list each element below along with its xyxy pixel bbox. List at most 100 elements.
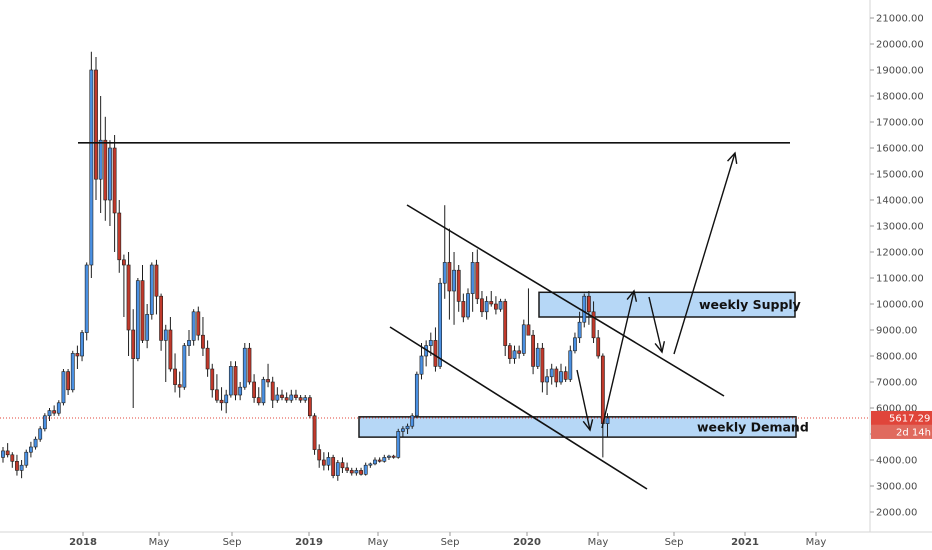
countdown-tag xyxy=(871,424,932,439)
y-tick-label: 14000.00 xyxy=(876,196,924,207)
candle-body xyxy=(159,295,164,341)
x-tick-label: May xyxy=(588,537,609,548)
y-tick-label: 10000.00 xyxy=(876,300,924,311)
candle-body xyxy=(135,280,140,359)
candle-body xyxy=(512,350,517,359)
candle-body xyxy=(586,295,591,313)
channel-lower-line xyxy=(389,326,648,490)
arrow-down-to-demand-head xyxy=(582,419,594,432)
candle-body xyxy=(400,428,405,432)
x-tick-label: May xyxy=(806,537,827,548)
candle-body xyxy=(261,379,266,404)
zones xyxy=(358,291,797,438)
current-price-text: 5617.29 xyxy=(889,413,930,424)
zone-box xyxy=(538,291,796,318)
zone-label: weekly Supply xyxy=(699,297,801,312)
candle-body xyxy=(33,438,38,448)
candle-body xyxy=(484,301,489,313)
candle-body xyxy=(503,301,508,346)
candle-body xyxy=(1,450,5,458)
x-tick-label: 2020 xyxy=(513,537,541,548)
candle-body xyxy=(568,350,573,380)
candle-body xyxy=(363,464,368,475)
candle-body xyxy=(66,371,71,391)
candle-body xyxy=(340,462,345,469)
x-tick-label: Sep xyxy=(223,537,242,548)
candle-body xyxy=(242,347,247,388)
y-tick-label: 21000.00 xyxy=(876,14,924,25)
candle-body xyxy=(149,264,154,315)
candle-body xyxy=(526,324,531,336)
y-tick-label: 19000.00 xyxy=(876,66,924,77)
candle-body xyxy=(270,381,275,401)
candle-body xyxy=(84,264,89,333)
y-tick-label: 8000.00 xyxy=(876,352,917,363)
y-tick-label: 9000.00 xyxy=(876,326,917,337)
channel-upper-line xyxy=(406,204,725,397)
candle-body xyxy=(210,368,215,391)
candle-body xyxy=(396,431,401,458)
candle-body xyxy=(140,280,145,341)
candle-body xyxy=(447,262,452,292)
candle-body xyxy=(80,332,84,357)
candle-body xyxy=(387,455,391,458)
y-tick-label: 12000.00 xyxy=(876,248,924,259)
candle-body xyxy=(498,301,503,310)
arrow-up-to-supply-head xyxy=(626,289,638,302)
y-tick-label: 6000.00 xyxy=(876,404,917,415)
candle-body xyxy=(126,264,131,331)
candle-body xyxy=(349,470,354,474)
candle-body xyxy=(196,311,201,336)
candle-body xyxy=(19,464,24,471)
candle-body xyxy=(377,459,382,462)
price-axis[interactable]: 21000.00 20000.00 19000.00 18000.00 17000.00… xyxy=(869,0,924,532)
candle-body xyxy=(452,269,456,292)
candle-body xyxy=(75,353,80,357)
candle-body xyxy=(228,366,233,396)
candle-body xyxy=(335,462,340,476)
candle-body xyxy=(42,415,47,430)
x-tick-label: May xyxy=(368,537,389,548)
candle-body xyxy=(47,410,52,417)
candle-body xyxy=(493,303,498,310)
candle-body xyxy=(577,321,582,339)
candle-body xyxy=(252,381,257,398)
candle-body xyxy=(605,417,610,424)
candle-body xyxy=(414,373,419,417)
candle-body xyxy=(475,262,480,300)
candle-body xyxy=(266,379,270,383)
candle-body xyxy=(489,301,494,305)
candle-body xyxy=(117,212,122,261)
candle-body xyxy=(298,397,303,401)
y-tick-label: 17000.00 xyxy=(876,118,924,129)
arrow-up-target xyxy=(673,152,736,355)
candle-body xyxy=(466,293,470,318)
y-tick-label: 11000.00 xyxy=(876,274,924,285)
time-axis[interactable]: 2018 May Sep 2019 May Sep 2020 May Sep 2021 May xyxy=(0,531,932,548)
candle-body xyxy=(177,384,182,388)
y-tick-label: 4000.00 xyxy=(876,456,917,467)
candle-body xyxy=(345,467,350,471)
x-tick-label: 2019 xyxy=(295,537,323,548)
candle-body xyxy=(354,470,359,474)
candle-body xyxy=(38,428,43,440)
arrow-down-retest-head xyxy=(654,341,666,354)
x-tick-label: 2021 xyxy=(731,537,759,548)
candle-body xyxy=(5,450,10,456)
candle-body xyxy=(312,415,317,450)
y-tick-label: 3000.00 xyxy=(876,482,917,493)
x-tick-label: 2018 xyxy=(69,537,97,548)
x-tick-label: Sep xyxy=(441,537,460,548)
candle-body xyxy=(284,397,289,401)
candle-body xyxy=(224,394,229,404)
arrow-up-target-head xyxy=(727,151,738,164)
candle-body xyxy=(428,340,433,346)
candle-body xyxy=(326,457,331,466)
x-tick-label: May xyxy=(149,537,170,548)
candle-body xyxy=(205,347,210,370)
arrow-down-retest xyxy=(648,296,663,353)
candle-body xyxy=(507,345,512,359)
candle-body xyxy=(215,389,219,401)
candle-body xyxy=(433,340,438,367)
